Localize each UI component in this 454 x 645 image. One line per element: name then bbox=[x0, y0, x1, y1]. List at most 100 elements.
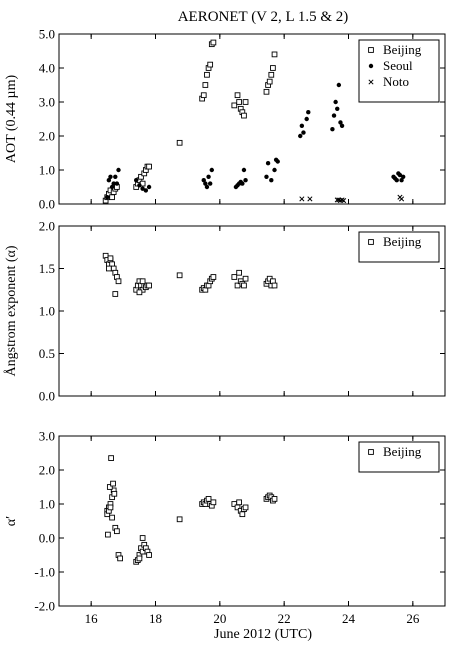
data-point bbox=[109, 514, 115, 521]
data-point bbox=[105, 195, 110, 200]
data-point bbox=[306, 110, 311, 115]
chart-panel-1: 0.0 1.0 2.0 3.0 4.0 5.0 AOT (0.44 µm) BeijingSe… bbox=[4, 27, 446, 212]
data-point bbox=[146, 163, 152, 170]
data-point bbox=[176, 516, 183, 523]
data-point bbox=[146, 282, 152, 289]
x-tick-label: 20 bbox=[213, 611, 226, 626]
series-beijing bbox=[104, 455, 278, 565]
data-point bbox=[400, 174, 406, 179]
series-beijing bbox=[102, 252, 278, 297]
data-point bbox=[338, 120, 343, 125]
data-point bbox=[271, 496, 278, 502]
chart-panel-2: 0.0 0.5 1.0 1.5 2.0 Ångstrom exponent (α) Beij… bbox=[3, 219, 446, 404]
x-tick-label: 22 bbox=[278, 611, 291, 626]
legend-label: Beijing bbox=[383, 42, 422, 57]
data-point bbox=[176, 139, 183, 146]
plot-frame bbox=[58, 435, 446, 607]
data-point bbox=[231, 102, 238, 109]
data-point bbox=[114, 528, 120, 535]
y-axis-label: Ångstrom exponent (α) bbox=[3, 245, 19, 376]
data-point bbox=[107, 255, 114, 262]
data-point bbox=[111, 490, 118, 497]
data-point bbox=[109, 184, 115, 190]
data-point bbox=[108, 174, 113, 179]
data-point bbox=[112, 291, 119, 297]
legend-marker bbox=[368, 79, 374, 85]
data-point bbox=[270, 65, 276, 71]
data-point bbox=[105, 531, 111, 538]
data-point bbox=[206, 174, 211, 179]
data-point bbox=[242, 275, 249, 282]
data-point bbox=[207, 181, 213, 186]
y-axis-label: AOT (0.44 µm) bbox=[4, 75, 19, 164]
legend: Beijing bbox=[358, 441, 440, 473]
y-tick-label: 2.0 bbox=[39, 129, 55, 144]
chart-panel-3: 16 18 20 22 24 26 -2.0 -1.0 0.0 1.0 2.0 3.0 α′ Beijin… bbox=[4, 429, 446, 626]
data-point bbox=[114, 181, 120, 186]
data-point bbox=[272, 167, 277, 173]
y-tick-label: 1.0 bbox=[39, 304, 55, 319]
data-point bbox=[146, 552, 152, 558]
y-tick-label: -2.0 bbox=[34, 599, 55, 614]
data-point bbox=[397, 172, 403, 178]
y-tick-label: 1.0 bbox=[39, 163, 55, 178]
data-point bbox=[207, 61, 214, 68]
data-point bbox=[242, 99, 249, 105]
data-point bbox=[241, 112, 247, 119]
data-point bbox=[269, 178, 274, 183]
data-point bbox=[271, 51, 278, 58]
data-point bbox=[299, 123, 305, 128]
data-point bbox=[210, 39, 217, 46]
y-tick-label: 3.0 bbox=[39, 95, 55, 110]
data-point bbox=[243, 178, 248, 183]
x-tick-label: 16 bbox=[85, 611, 99, 626]
y-tick-label: 0.5 bbox=[39, 346, 55, 361]
data-point bbox=[113, 174, 118, 179]
data-point bbox=[335, 106, 340, 112]
data-point bbox=[299, 196, 305, 202]
data-point bbox=[264, 174, 269, 179]
data-point bbox=[331, 113, 337, 118]
data-point bbox=[236, 269, 242, 276]
data-point bbox=[205, 496, 212, 502]
data-point bbox=[265, 161, 271, 166]
legend-label: Seoul bbox=[383, 58, 413, 73]
data-point bbox=[136, 289, 143, 296]
data-point bbox=[333, 99, 338, 105]
y-tick-label: 3.0 bbox=[39, 429, 55, 444]
data-point bbox=[108, 455, 114, 461]
legend-box bbox=[358, 231, 440, 263]
data-point bbox=[117, 555, 123, 562]
data-point bbox=[201, 178, 206, 183]
legend-label: Noto bbox=[383, 74, 409, 89]
data-point bbox=[106, 178, 112, 183]
data-point bbox=[146, 184, 152, 190]
data-point bbox=[107, 504, 114, 511]
data-point bbox=[134, 178, 139, 183]
data-point bbox=[241, 167, 247, 173]
series-beijing bbox=[102, 39, 278, 204]
y-tick-label: 1.0 bbox=[39, 497, 55, 512]
data-point bbox=[204, 71, 210, 78]
legend-marker bbox=[368, 47, 374, 53]
data-point bbox=[301, 130, 306, 135]
legend-marker bbox=[368, 63, 374, 69]
data-point bbox=[339, 123, 345, 128]
data-point bbox=[336, 82, 342, 88]
data-point bbox=[137, 183, 142, 188]
data-point bbox=[115, 278, 122, 285]
data-point bbox=[236, 99, 242, 105]
data-point bbox=[399, 178, 404, 183]
data-point bbox=[330, 127, 335, 132]
data-point bbox=[341, 198, 347, 204]
data-point bbox=[200, 92, 207, 99]
plot-frame bbox=[58, 33, 446, 205]
data-point bbox=[239, 511, 246, 518]
data-point bbox=[116, 167, 121, 173]
y-tick-label: -1.0 bbox=[34, 565, 55, 580]
data-point bbox=[240, 181, 245, 186]
x-tick-label: 26 bbox=[406, 611, 420, 626]
legend-marker bbox=[368, 239, 374, 245]
